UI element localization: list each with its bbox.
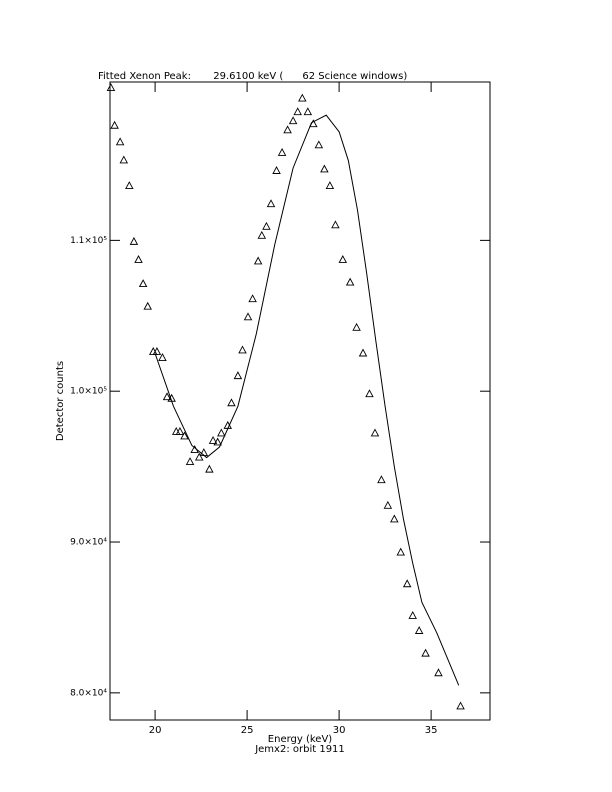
data-point xyxy=(217,428,226,437)
data-point xyxy=(129,236,139,245)
data-point xyxy=(331,220,340,229)
data-point xyxy=(303,107,313,116)
fit-line xyxy=(154,114,460,686)
data-point xyxy=(238,345,247,354)
data-point xyxy=(262,221,271,230)
data-point xyxy=(390,514,399,523)
y-tick-label: 9.0×10⁴ xyxy=(70,538,107,548)
chart-title: Fitted Xenon Peak: 29.6100 keV ( 62 Scie… xyxy=(98,71,407,82)
data-point xyxy=(213,437,222,446)
data-point xyxy=(266,199,276,208)
data-point xyxy=(298,93,307,102)
data-point xyxy=(338,255,348,263)
plot-frame xyxy=(109,81,491,721)
data-point xyxy=(257,230,267,239)
data-point xyxy=(421,648,430,657)
data-point xyxy=(194,452,204,461)
data-point xyxy=(243,312,253,321)
data-point xyxy=(171,426,181,435)
data-point xyxy=(162,392,172,401)
data-point xyxy=(233,371,243,380)
data-point xyxy=(325,181,335,190)
data-point xyxy=(352,322,361,331)
data-point xyxy=(402,579,412,588)
y-tick-label: 1.0×10⁵ xyxy=(70,387,107,397)
data-point xyxy=(345,277,355,286)
data-point xyxy=(185,457,195,466)
y-axis-label: Detector counts xyxy=(55,361,66,441)
data-point xyxy=(134,255,143,263)
data-point xyxy=(208,436,218,444)
data-point xyxy=(288,116,298,125)
data-point xyxy=(125,181,134,190)
data-point xyxy=(227,398,236,407)
data-point xyxy=(180,431,189,440)
data-point xyxy=(115,137,125,146)
data-point xyxy=(138,279,148,288)
data-point xyxy=(199,448,209,456)
data-point xyxy=(277,147,287,156)
data-point xyxy=(358,348,368,357)
x-axis-label: Energy (keV) xyxy=(268,734,333,745)
x-tick-label: 30 xyxy=(333,725,346,736)
y-tick-label: 1.1×10⁵ xyxy=(70,236,107,246)
chart-subtitle: Jemx2: orbit 1911 xyxy=(254,744,345,755)
data-point xyxy=(377,475,386,484)
data-point xyxy=(383,500,393,509)
data-point xyxy=(293,107,302,116)
data-point xyxy=(434,668,443,677)
data-point xyxy=(396,547,406,556)
data-point xyxy=(272,166,281,174)
data-point xyxy=(205,464,214,473)
data-point xyxy=(175,426,185,435)
data-point xyxy=(253,256,263,265)
y-tick-label: 8.0×10⁴ xyxy=(70,688,107,698)
data-point xyxy=(152,347,162,355)
data-point xyxy=(314,140,324,149)
data-point xyxy=(283,125,292,134)
data-point xyxy=(370,428,380,437)
data-point xyxy=(119,155,129,164)
data-point xyxy=(414,626,424,634)
data-point xyxy=(106,83,116,91)
x-tick-label: 35 xyxy=(425,725,438,736)
data-point xyxy=(248,294,257,303)
data-point xyxy=(365,389,374,398)
data-point xyxy=(408,610,417,619)
data-point xyxy=(110,120,119,129)
x-tick-label: 25 xyxy=(241,725,254,736)
x-tick-label: 20 xyxy=(149,725,162,736)
data-point xyxy=(320,164,329,173)
data-point xyxy=(148,347,158,355)
data-point xyxy=(143,301,152,310)
data-point xyxy=(456,701,465,710)
data-point xyxy=(158,353,167,361)
